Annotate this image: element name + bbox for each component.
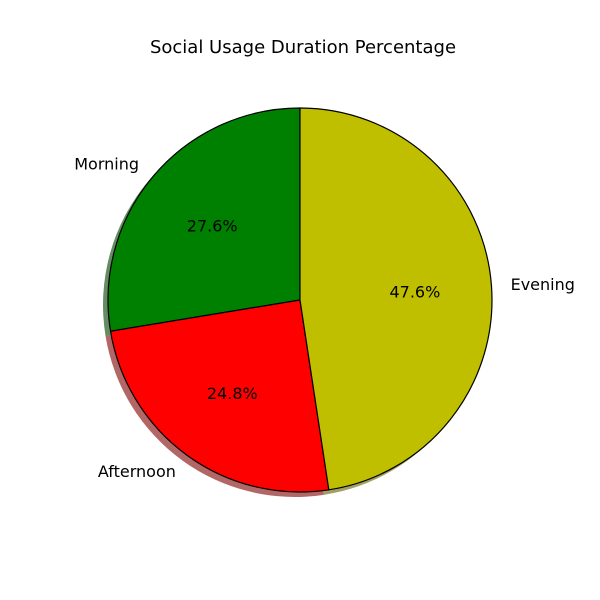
slice-label-afternoon: Afternoon [98, 462, 176, 481]
slice-label-morning: Morning [74, 154, 139, 173]
pie-slices [107, 107, 493, 493]
slice-morning [107, 107, 301, 332]
slice-afternoon [109, 299, 330, 493]
slice-label-evening: Evening [511, 275, 575, 294]
chart-title: Social Usage Duration Percentage [150, 37, 456, 58]
slice-evening [299, 107, 493, 491]
slice-percent-morning: 27.6% [187, 217, 238, 236]
pie-labels: Morning 27.6% Afternoon 24.8% Evening 47.6% [74, 154, 575, 481]
slice-percent-evening: 47.6% [389, 282, 440, 301]
slice-percent-afternoon: 24.8% [207, 384, 258, 403]
